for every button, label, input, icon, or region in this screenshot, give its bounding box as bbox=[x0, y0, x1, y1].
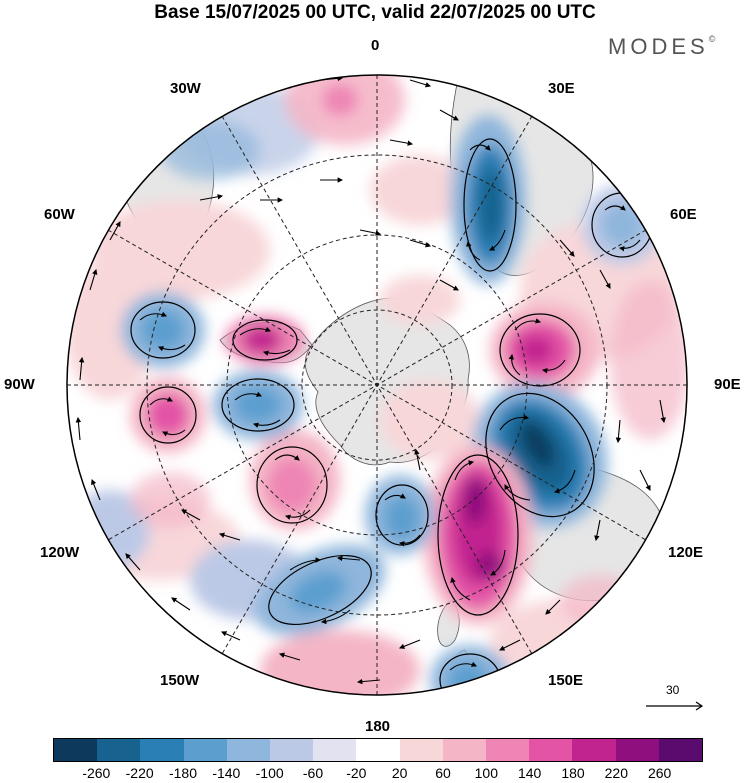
lon-label-0: 0 bbox=[371, 37, 380, 54]
colorbar-swatch bbox=[486, 739, 530, 761]
colorbar-swatch bbox=[183, 739, 227, 761]
reference-vector-label: 30 bbox=[666, 683, 680, 697]
colorbar-tick-label: 180 bbox=[561, 765, 585, 781]
lon-label-60w: 60W bbox=[44, 206, 75, 223]
lon-label-150w: 150W bbox=[160, 672, 200, 689]
brand-name: MODES bbox=[608, 34, 709, 59]
colorbar-swatch bbox=[140, 739, 184, 761]
map-disc bbox=[67, 75, 687, 695]
colorbar-swatch bbox=[529, 739, 573, 761]
colorbar-swatch bbox=[658, 739, 703, 761]
lon-label-180: 180 bbox=[365, 718, 391, 735]
lon-label-30w: 30W bbox=[170, 80, 201, 97]
colorbar-swatch bbox=[615, 739, 659, 761]
colorbar-tick-label: -140 bbox=[212, 765, 241, 781]
reference-arrow-icon bbox=[646, 701, 704, 711]
colorbar-ticks: -260 -220 -180 -140 -100 -60 -20 20 60 100 140 180 2… bbox=[0, 765, 750, 783]
colorbar-swatch bbox=[226, 739, 271, 761]
colorbar-tick-label: -260 bbox=[82, 765, 111, 781]
map-border bbox=[66, 74, 688, 696]
colorbar-swatch bbox=[97, 739, 141, 761]
colorbar bbox=[53, 738, 703, 762]
colorbar-tick-label: 220 bbox=[604, 765, 629, 781]
colorbar-tick-label: -180 bbox=[168, 765, 198, 781]
brand-logo: MODES© bbox=[608, 34, 715, 60]
lon-label-120e: 120E bbox=[668, 544, 704, 561]
colorbar-tick-label: -100 bbox=[255, 765, 284, 781]
colorbar-tick-label: 60 bbox=[435, 765, 451, 781]
colorbar-swatch bbox=[313, 739, 357, 761]
colorbar-swatch bbox=[572, 739, 616, 761]
colorbar-swatch bbox=[356, 739, 400, 761]
map-title: Base 15/07/2025 00 UTC, valid 22/07/2025… bbox=[154, 2, 596, 23]
colorbar-tick-label: 140 bbox=[517, 765, 542, 781]
reference-vector: 30 bbox=[644, 683, 706, 713]
colorbar-tick-label: -20 bbox=[346, 765, 367, 781]
lon-label-90w: 90W bbox=[4, 376, 35, 393]
colorbar-swatch bbox=[399, 739, 443, 761]
wind-vectors bbox=[75, 75, 675, 685]
colorbar-swatch bbox=[54, 739, 98, 761]
lon-label-60e: 60E bbox=[670, 206, 697, 223]
lon-label-120w: 120W bbox=[40, 544, 80, 561]
lon-label-30e: 30E bbox=[548, 80, 575, 97]
colorbar-tick-label: 20 bbox=[391, 765, 408, 781]
colorbar-tick-label: 260 bbox=[647, 765, 672, 781]
colorbar-tick-label: -220 bbox=[125, 765, 154, 781]
colorbar-swatch bbox=[270, 739, 314, 761]
lon-label-150e: 150E bbox=[548, 672, 584, 689]
brand-mark: © bbox=[708, 34, 716, 44]
lon-label-90e: 90E bbox=[714, 376, 741, 393]
graticule bbox=[67, 75, 687, 695]
colorbar-tick-label: 100 bbox=[474, 765, 499, 781]
colorbar-swatch bbox=[442, 739, 487, 761]
colorbar-tick-label: -60 bbox=[302, 765, 324, 781]
polar-map bbox=[66, 74, 688, 696]
